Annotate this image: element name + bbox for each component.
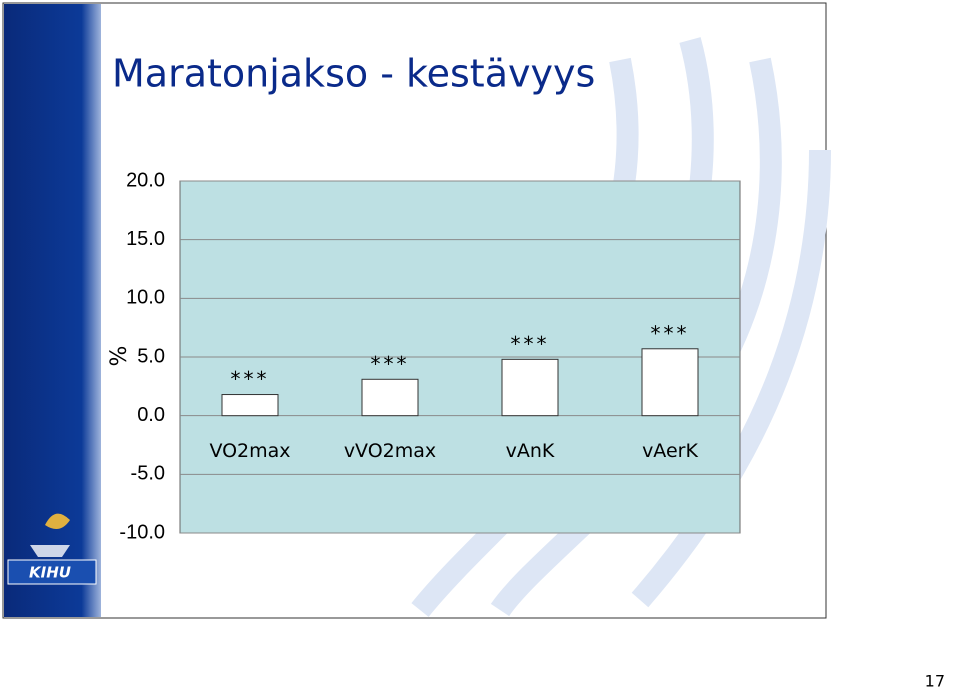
x-tick-label: vAerK	[642, 440, 698, 462]
significance-label: ***	[651, 321, 690, 345]
y-tick-label: 20.0	[126, 169, 165, 191]
bar	[641, 348, 699, 417]
y-tick-label: 0.0	[137, 404, 165, 426]
logo-text: KIHU	[29, 564, 71, 582]
side-band	[4, 4, 101, 617]
logo: KIHU	[7, 513, 97, 585]
y-tick-label: 15.0	[126, 228, 165, 250]
y-tick-label: -10.0	[119, 521, 165, 543]
y-tick-label: 5.0	[137, 345, 165, 367]
significance-label: ***	[231, 367, 270, 391]
bar	[221, 394, 279, 417]
significance-label: ***	[371, 352, 410, 376]
bar	[361, 378, 419, 417]
bar	[501, 358, 559, 417]
chart-title: Maratonjakso - kestävyys	[112, 52, 595, 96]
x-tick-label: VO2max	[209, 440, 290, 462]
y-tick-label: -5.0	[131, 463, 165, 485]
significance-label: ***	[511, 332, 550, 356]
y-tick-label: 10.0	[126, 287, 165, 309]
x-tick-label: vVO2max	[344, 440, 436, 462]
page-number: 17	[925, 672, 945, 691]
y-axis-label: %	[107, 346, 132, 367]
x-tick-label: vAnK	[506, 440, 555, 462]
